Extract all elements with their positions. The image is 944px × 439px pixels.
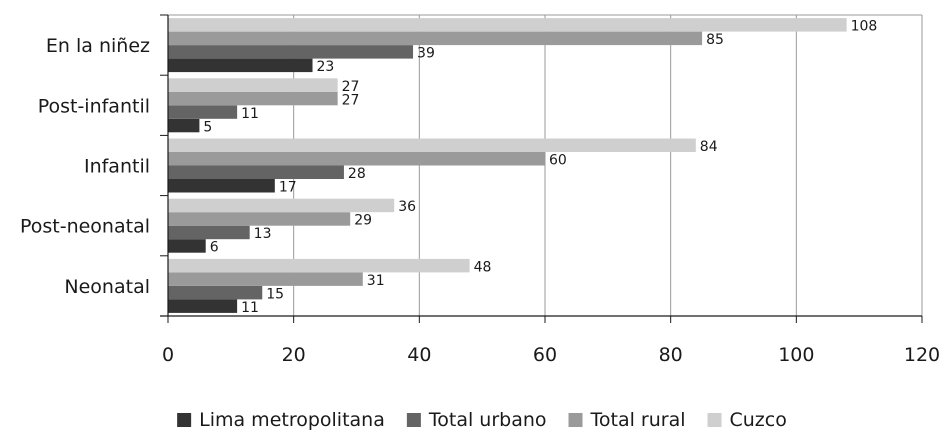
legend-swatch bbox=[177, 413, 192, 427]
bar bbox=[168, 118, 200, 133]
data-label: 85 bbox=[706, 32, 724, 48]
bar bbox=[168, 45, 414, 59]
category-label: Post-infantil bbox=[38, 95, 150, 117]
bar bbox=[168, 165, 344, 179]
data-label: 39 bbox=[417, 46, 435, 62]
category-label: Post-neonatal bbox=[20, 216, 150, 238]
legend-label: Total rural bbox=[590, 409, 686, 431]
data-label: 5 bbox=[203, 119, 212, 135]
data-label: 48 bbox=[474, 259, 492, 275]
data-label: 29 bbox=[354, 213, 372, 229]
x-tick-label: 80 bbox=[659, 344, 683, 366]
data-label: 27 bbox=[342, 92, 360, 108]
bar bbox=[168, 78, 338, 92]
data-label: 84 bbox=[700, 139, 718, 155]
bar bbox=[168, 58, 313, 73]
legend-swatch bbox=[568, 413, 583, 427]
data-label: 31 bbox=[367, 273, 385, 289]
bar bbox=[168, 299, 238, 313]
legend-label: Lima metropolitana bbox=[199, 409, 385, 431]
data-label: 13 bbox=[254, 226, 272, 242]
bar bbox=[168, 138, 696, 152]
axes bbox=[160, 14, 923, 323]
bar bbox=[168, 258, 470, 273]
data-label: 27 bbox=[342, 79, 360, 95]
data-label: 108 bbox=[851, 19, 878, 35]
bar bbox=[168, 179, 275, 193]
category-labels: En la niñez Post-infantil Infantil Post-neo… bbox=[20, 35, 150, 298]
gridlines bbox=[168, 14, 923, 316]
data-label: 11 bbox=[241, 300, 259, 316]
legend-swatch bbox=[707, 413, 722, 427]
bar bbox=[168, 239, 206, 253]
data-label: 6 bbox=[210, 240, 219, 256]
x-tick-label: 20 bbox=[282, 344, 306, 366]
bar bbox=[168, 212, 351, 226]
category-label: Neonatal bbox=[64, 276, 150, 298]
x-tick-label: 0 bbox=[162, 344, 174, 366]
bar bbox=[168, 285, 263, 300]
bars bbox=[168, 18, 847, 313]
data-label: 15 bbox=[266, 286, 284, 302]
bar bbox=[168, 272, 363, 286]
data-label: 17 bbox=[279, 180, 297, 196]
data-label: 36 bbox=[398, 199, 416, 215]
x-tick-labels: 0 20 40 60 80 100 120 bbox=[162, 344, 940, 366]
data-label: 23 bbox=[317, 59, 335, 75]
data-label: 11 bbox=[241, 106, 259, 122]
bar bbox=[168, 152, 545, 166]
bar bbox=[168, 105, 238, 119]
bar bbox=[168, 225, 250, 240]
bar bbox=[168, 91, 338, 106]
bar bbox=[168, 18, 847, 32]
x-tick-label: 120 bbox=[904, 344, 940, 366]
x-tick-label: 100 bbox=[778, 344, 814, 366]
data-label: 60 bbox=[549, 153, 567, 169]
category-label: En la niñez bbox=[46, 35, 150, 57]
bar bbox=[168, 31, 703, 46]
data-label: 28 bbox=[348, 166, 366, 182]
legend-swatch bbox=[406, 413, 421, 427]
category-label: Infantil bbox=[84, 156, 150, 178]
legend-label: Cuzco bbox=[730, 409, 787, 431]
legend: Lima metropolitana Total urbano Total rura… bbox=[177, 409, 787, 431]
legend-label: Total urbano bbox=[428, 409, 547, 431]
x-tick-label: 60 bbox=[533, 344, 557, 366]
x-tick-label: 40 bbox=[407, 344, 431, 366]
bar bbox=[168, 198, 395, 213]
